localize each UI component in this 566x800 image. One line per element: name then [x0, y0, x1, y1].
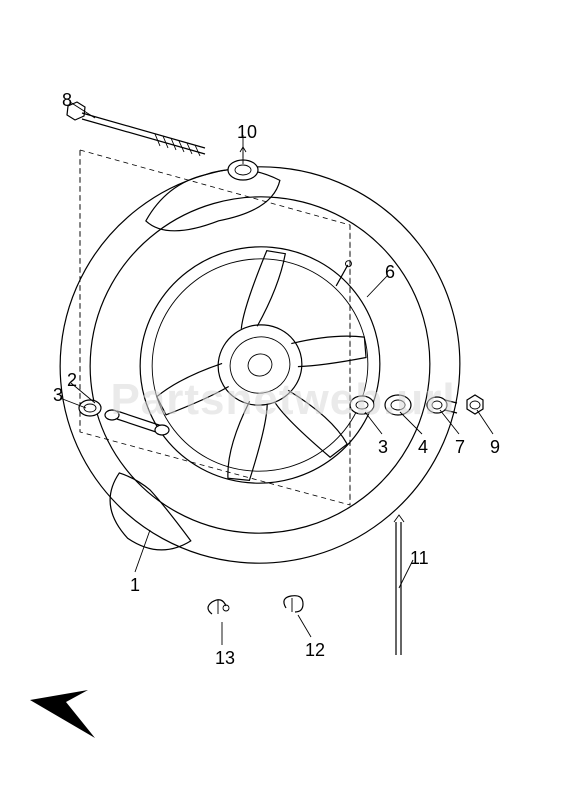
callout-12: 12	[305, 640, 325, 661]
callout-8: 8	[62, 90, 72, 111]
callout-11: 11	[410, 548, 429, 569]
valve-stem	[330, 260, 356, 286]
left-seal	[79, 400, 101, 416]
callout-10: 10	[237, 122, 257, 143]
callout-3a: 3	[53, 385, 63, 406]
left-spacer	[105, 410, 169, 435]
callout-1: 1	[130, 575, 140, 596]
diagram-canvas: .ln { stroke:#000; stroke-width:1.2; fil…	[0, 0, 566, 800]
clip-12	[284, 596, 303, 612]
callout-4: 4	[418, 437, 428, 458]
callout-9: 9	[490, 437, 500, 458]
diagram-svg: .ln { stroke:#000; stroke-width:1.2; fil…	[0, 0, 566, 800]
callout-2: 2	[67, 370, 77, 391]
callout-13: 13	[215, 648, 235, 669]
right-stack	[350, 395, 483, 415]
clip-13	[208, 600, 229, 614]
callout-6: 6	[385, 262, 395, 283]
wheel-assembly	[13, 119, 507, 610]
callout-3b: 3	[378, 437, 388, 458]
rod-tool	[394, 515, 404, 655]
axle-bolt	[67, 102, 205, 156]
direction-arrow	[30, 690, 95, 738]
callout-7: 7	[455, 437, 465, 458]
